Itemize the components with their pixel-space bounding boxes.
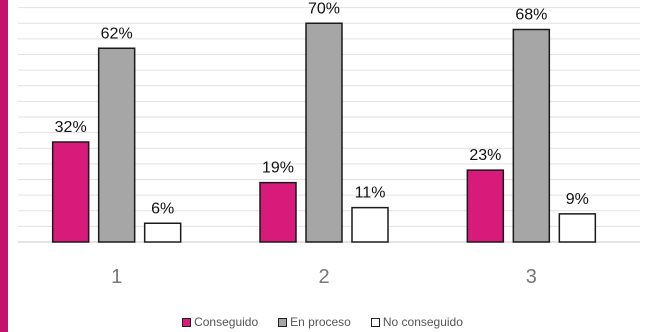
data-label: 68% bbox=[515, 7, 547, 24]
legend-swatch-conseguido bbox=[182, 317, 192, 327]
data-label: 70% bbox=[308, 0, 340, 17]
bar-conseguido-1 bbox=[51, 141, 90, 243]
legend-item-no-conseguido: No conseguido bbox=[370, 315, 463, 329]
legend-item-conseguido: Conseguido bbox=[182, 315, 258, 329]
accent-bar bbox=[0, 0, 8, 332]
legend-item-en-proceso: En proceso bbox=[278, 315, 351, 329]
data-label: 6% bbox=[151, 200, 174, 217]
bar-conseguido-2 bbox=[259, 181, 297, 243]
x-tick-label: 1 bbox=[111, 266, 122, 288]
data-label: 11% bbox=[355, 185, 386, 202]
data-label: 23% bbox=[469, 147, 501, 164]
legend-label-conseguido: Conseguido bbox=[194, 315, 259, 329]
bar-no-conseguido-1 bbox=[143, 222, 182, 243]
bar-en-proceso-3 bbox=[512, 28, 551, 243]
data-label: 62% bbox=[101, 25, 133, 42]
data-label: 19% bbox=[262, 160, 294, 177]
bar-no-conseguido-3 bbox=[558, 213, 597, 243]
legend-swatch-en-proceso bbox=[278, 317, 288, 327]
bar-en-proceso-2 bbox=[305, 22, 343, 243]
x-tick-label: 3 bbox=[526, 266, 537, 288]
bar-conseguido-3 bbox=[466, 169, 505, 243]
bar-no-conseguido-2 bbox=[351, 206, 389, 243]
legend: Conseguido En proceso No conseguido bbox=[0, 315, 645, 329]
data-label: 32% bbox=[55, 119, 87, 136]
bar-en-proceso-1 bbox=[97, 47, 136, 243]
x-tick-label: 2 bbox=[318, 266, 329, 288]
legend-label-en-proceso: En proceso bbox=[290, 315, 351, 329]
data-label: 9% bbox=[566, 191, 589, 208]
legend-label-no-conseguido: No conseguido bbox=[382, 315, 463, 329]
legend-swatch-no-conseguido bbox=[370, 317, 380, 327]
